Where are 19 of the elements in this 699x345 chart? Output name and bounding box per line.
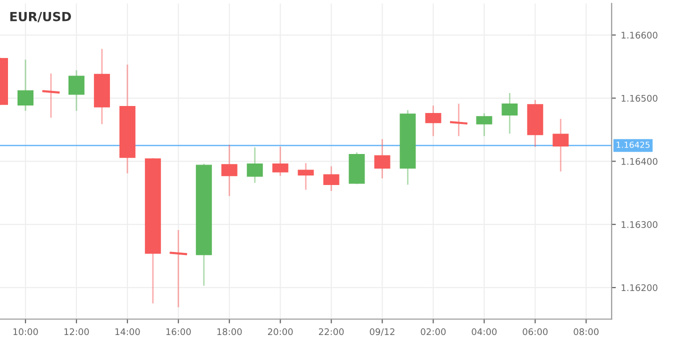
x-tick-label: 06:00: [522, 328, 548, 336]
x-tick-label: 02:00: [420, 328, 446, 336]
x-tick-label: 09/12: [370, 328, 394, 336]
y-tick-label: 1.16400: [622, 158, 658, 165]
x-tick-label: 18:00: [217, 328, 242, 336]
x-tick-label: 04:00: [472, 328, 497, 336]
y-tick-label: 1.16200: [622, 284, 658, 292]
x-tick-label: 22:00: [318, 328, 344, 336]
x-tick-label: 12:00: [64, 328, 89, 336]
x-tick-label: 16:00: [166, 328, 191, 336]
text: EUR/USD: [10, 12, 71, 22]
x-tick-label: 10:00: [13, 328, 38, 336]
y-tick-label: 1.16300: [622, 221, 658, 228]
ref-line-label: 1.16425: [616, 142, 650, 148]
x-tick-label: 08:00: [574, 328, 599, 336]
y-tick-label: 1.16600: [622, 32, 658, 39]
x-tick-label: 14:00: [115, 328, 140, 336]
x-tick-label: 20:00: [268, 328, 293, 336]
y-tick-label: 1.16500: [622, 94, 658, 102]
